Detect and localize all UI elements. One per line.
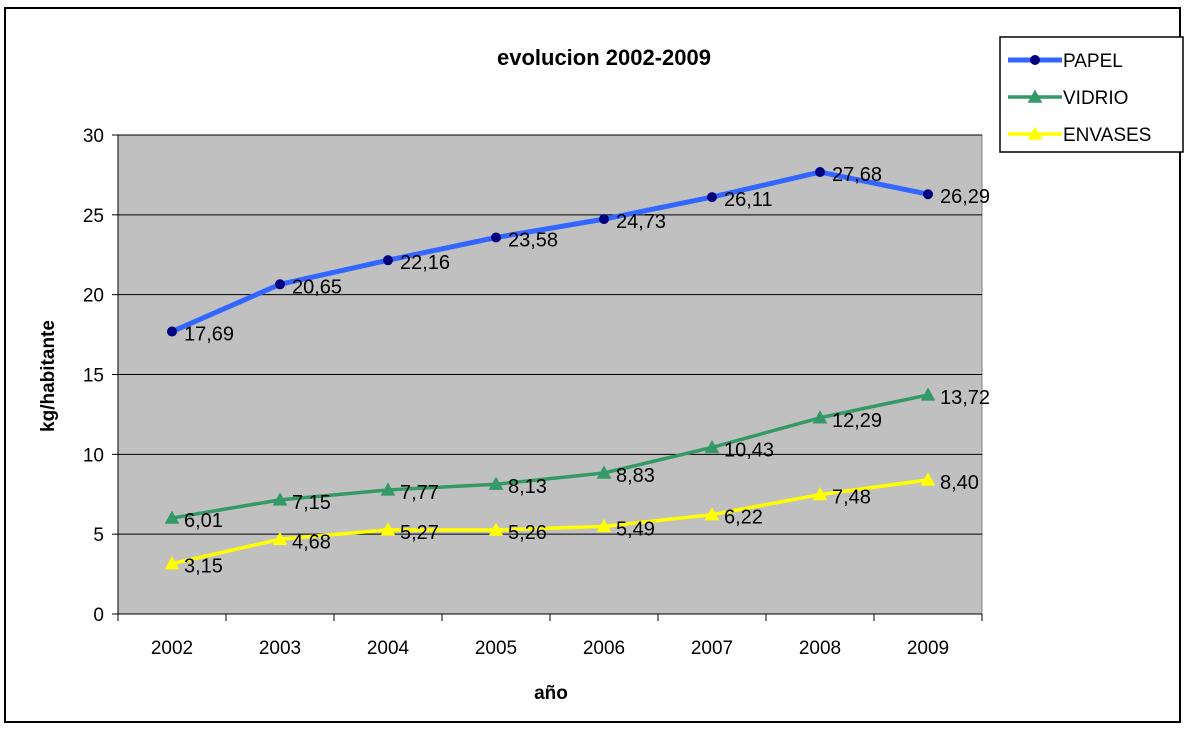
data-label-vidrio-2004: 7,77 bbox=[400, 482, 439, 504]
data-label-papel-2005: 23,58 bbox=[508, 230, 558, 252]
x-tick-label-2009: 2009 bbox=[907, 638, 949, 659]
point-papel-2008 bbox=[815, 167, 825, 178]
data-label-envases-2002: 3,15 bbox=[184, 556, 223, 578]
data-label-vidrio-2002: 6,01 bbox=[184, 510, 223, 532]
point-vidrio-2007 bbox=[704, 439, 720, 454]
point-papel-2006 bbox=[599, 214, 609, 225]
series-line-vidrio bbox=[170, 393, 930, 520]
data-label-papel-2004: 22,16 bbox=[400, 252, 450, 274]
legend-marker-papel bbox=[1030, 55, 1040, 65]
point-vidrio-2003 bbox=[272, 492, 288, 506]
x-tick-label-2004: 2004 bbox=[367, 638, 410, 659]
data-label-papel-2002: 17,69 bbox=[184, 324, 234, 346]
point-papel-2002 bbox=[167, 326, 177, 337]
point-vidrio-2009 bbox=[920, 387, 936, 401]
point-envases-2008 bbox=[812, 487, 828, 501]
y-axis-title: kg/habitante bbox=[38, 320, 59, 432]
point-vidrio-2006 bbox=[596, 465, 612, 479]
data-label-vidrio-2007: 10,43 bbox=[724, 439, 774, 461]
data-label-vidrio-2005: 8,13 bbox=[508, 476, 547, 498]
axes: 0 5 10 15 20 25 30 2002 2003 2004 2005 2006 2007 2008… bbox=[83, 126, 983, 659]
x-axis-title: año bbox=[534, 683, 568, 704]
legend-label-envases: ENVASES bbox=[1063, 125, 1151, 146]
legend-marker-envases bbox=[1027, 126, 1043, 140]
series-line-envases bbox=[170, 478, 930, 566]
series-line-papel bbox=[169, 169, 931, 335]
data-label-vidrio-2006: 8,83 bbox=[616, 465, 655, 487]
series bbox=[164, 167, 936, 570]
data-label-envases-2004: 5,27 bbox=[400, 522, 439, 544]
data-label-vidrio-2003: 7,15 bbox=[292, 492, 331, 514]
point-papel-2005 bbox=[491, 232, 501, 243]
point-envases-2007 bbox=[704, 507, 720, 521]
point-vidrio-2002 bbox=[164, 510, 180, 524]
y-tick-label-5: 25 bbox=[83, 206, 104, 227]
legend: PAPEL VIDRIO ENVASES bbox=[999, 36, 1184, 153]
data-label-envases-2006: 5,49 bbox=[616, 518, 655, 540]
x-tick-label-2008: 2008 bbox=[799, 638, 841, 659]
data-label-papel-2008: 27,68 bbox=[832, 164, 882, 186]
x-tick-label-2006: 2006 bbox=[583, 638, 625, 659]
data-label-vidrio-2008: 12,29 bbox=[832, 410, 882, 432]
legend-label-vidrio: VIDRIO bbox=[1063, 88, 1128, 109]
chart-title: evolucion 2002-2009 bbox=[497, 45, 711, 70]
point-vidrio-2005 bbox=[488, 476, 504, 490]
point-papel-2004 bbox=[383, 255, 393, 266]
point-envases-2009 bbox=[920, 472, 936, 486]
data-label-vidrio-2009: 13,72 bbox=[940, 387, 990, 409]
x-tick-label-2005: 2005 bbox=[475, 638, 517, 659]
data-label-papel-2009: 26,29 bbox=[940, 186, 990, 208]
y-tick-label-1: 5 bbox=[93, 525, 104, 546]
y-tick-label-2: 10 bbox=[83, 445, 104, 466]
x-tick-label-2003: 2003 bbox=[259, 638, 301, 659]
data-label-envases-2005: 5,26 bbox=[508, 522, 547, 544]
point-envases-2005 bbox=[488, 522, 504, 536]
point-vidrio-2008 bbox=[812, 410, 828, 424]
legend-marker-vidrio bbox=[1027, 89, 1043, 103]
point-papel-2003 bbox=[275, 279, 285, 290]
y-tick-label-0: 0 bbox=[93, 605, 104, 626]
data-labels: 17,69 20,65 22,16 23,58 24,73 26,11 27,68 26,29… bbox=[184, 164, 990, 578]
data-label-envases-2007: 6,22 bbox=[724, 507, 763, 529]
gridlines bbox=[118, 134, 982, 535]
y-tick-label-6: 30 bbox=[83, 126, 104, 147]
point-papel-2009 bbox=[923, 189, 933, 200]
point-envases-2003 bbox=[272, 531, 288, 545]
y-tick-label-3: 15 bbox=[83, 366, 104, 387]
point-papel-2007 bbox=[707, 192, 717, 203]
data-label-envases-2009: 8,40 bbox=[940, 472, 979, 494]
data-label-papel-2007: 26,11 bbox=[724, 189, 773, 211]
y-tick-label-4: 20 bbox=[83, 286, 104, 307]
data-label-envases-2008: 7,48 bbox=[832, 487, 871, 509]
data-label-papel-2006: 24,73 bbox=[616, 211, 666, 233]
x-tick-label-2007: 2007 bbox=[691, 638, 733, 659]
point-envases-2002 bbox=[164, 556, 180, 570]
legend-label-papel: PAPEL bbox=[1063, 51, 1123, 72]
data-label-envases-2003: 4,68 bbox=[292, 531, 331, 553]
point-vidrio-2004 bbox=[380, 482, 396, 496]
x-tick-label-2002: 2002 bbox=[151, 638, 193, 659]
point-envases-2006 bbox=[596, 518, 612, 533]
data-label-papel-2003: 20,65 bbox=[292, 276, 342, 298]
point-envases-2004 bbox=[380, 522, 396, 536]
